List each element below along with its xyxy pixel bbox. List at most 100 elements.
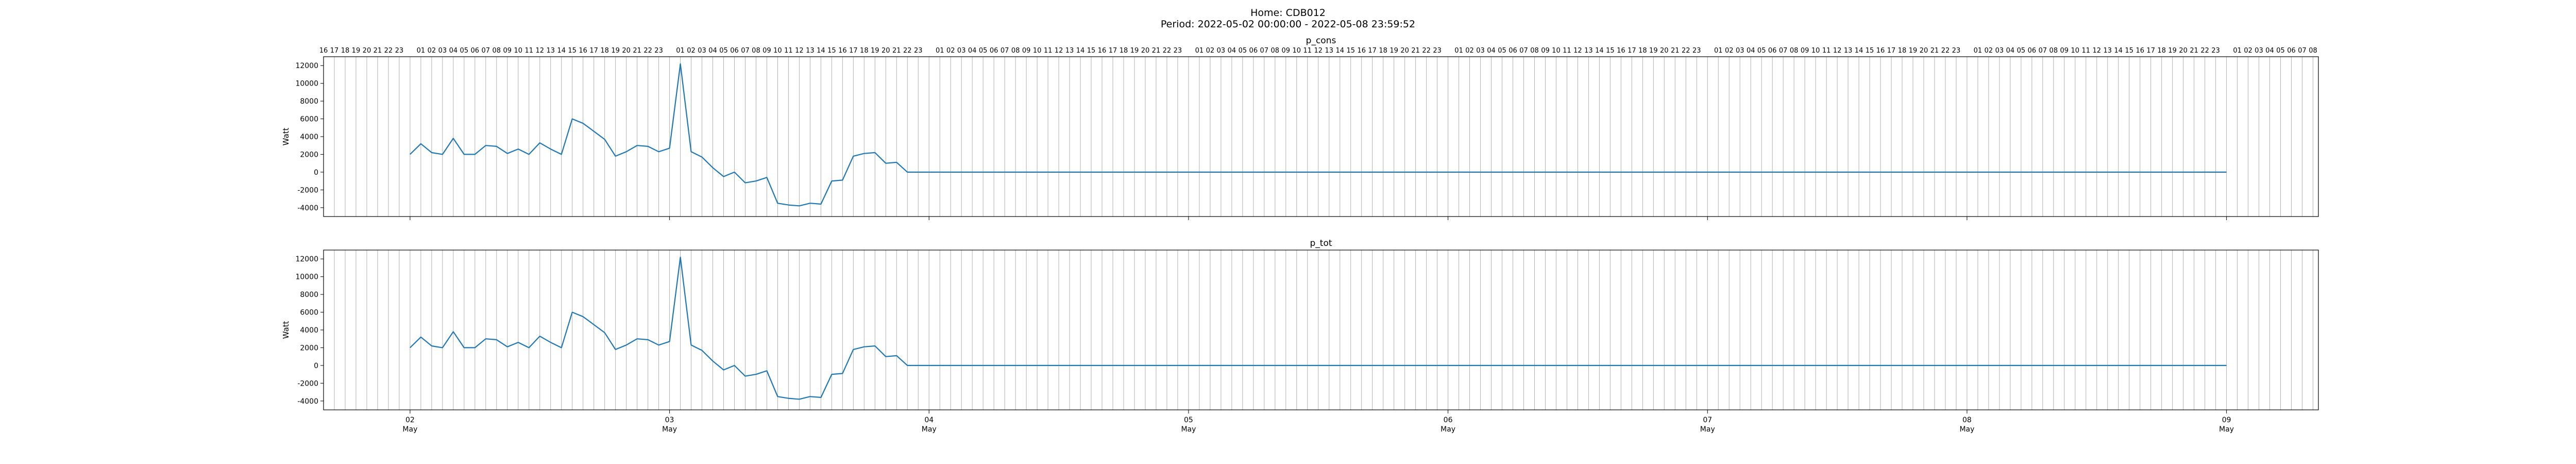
x-tick-label-day: 07 [1703, 416, 1712, 424]
hour-tick-label: 09 [2060, 47, 2069, 55]
hour-tick-label: 19 [1649, 47, 1658, 55]
hour-tick-label: 19 [352, 47, 361, 55]
hour-tick-label: 22 [643, 47, 652, 55]
axes-frame [323, 56, 2319, 217]
x-tick-label-day: 02 [405, 416, 415, 424]
hour-tick-label: 06 [1768, 47, 1777, 55]
x-tick-label-day: 04 [924, 416, 934, 424]
hour-tick-label: 05 [1757, 47, 1766, 55]
hour-tick-label: 15 [568, 47, 577, 55]
x-tick-label-month: May [662, 425, 677, 434]
hour-tick-label: 09 [762, 47, 771, 55]
hour-tick-label: 23 [654, 47, 663, 55]
hour-tick-label: 22 [384, 47, 393, 55]
x-tick-label-month: May [1440, 425, 1455, 434]
y-tick-label: 10000 [295, 273, 318, 281]
hour-tick-label: 18 [600, 47, 609, 55]
x-tick-label-day: 05 [1184, 416, 1193, 424]
x-tick-label-month: May [2219, 425, 2234, 434]
x-tick-label-month: May [922, 425, 937, 434]
hour-tick-label: 20 [882, 47, 890, 55]
hour-tick-label: 09 [1282, 47, 1291, 55]
y-tick-label: 4000 [300, 133, 318, 141]
hour-tick-label: 21 [374, 47, 382, 55]
hour-tick-label: 23 [1952, 47, 1961, 55]
hour-tick-label: 22 [1682, 47, 1690, 55]
hour-tick-label: 03 [1217, 47, 1226, 55]
hour-tick-label: 12 [795, 47, 804, 55]
hour-tick-label: 08 [1271, 47, 1280, 55]
hour-tick-label: 11 [784, 47, 793, 55]
hour-tick-label: 06 [990, 47, 998, 55]
hour-tick-label: 16 [1098, 47, 1107, 55]
hour-tick-label: 20 [2179, 47, 2188, 55]
hour-tick-label: 11 [2082, 47, 2091, 55]
hour-tick-label: 04 [1487, 47, 1496, 55]
hour-tick-label: 09 [1022, 47, 1031, 55]
x-tick-label-month: May [1700, 425, 1715, 434]
hour-tick-label: 21 [1930, 47, 1939, 55]
y-tick-label: -4000 [297, 204, 318, 212]
hour-tick-label: 20 [1141, 47, 1150, 55]
x-tick-label-month: May [402, 425, 417, 434]
y-tick-label: 6000 [300, 309, 318, 317]
hour-tick-label: 07 [741, 47, 750, 55]
hour-tick-label: 03 [1476, 47, 1485, 55]
hour-tick-label: 01 [2233, 47, 2242, 55]
hour-tick-label: 13 [1584, 47, 1593, 55]
hour-tick-label: 14 [2114, 47, 2123, 55]
y-tick-label: 2000 [300, 151, 318, 159]
hour-tick-label: 16 [319, 47, 328, 55]
hour-tick-label: 04 [968, 47, 977, 55]
y-tick-label: 2000 [300, 344, 318, 352]
hour-tick-label: 02 [1725, 47, 1734, 55]
hour-tick-label: 05 [2017, 47, 2026, 55]
hour-tick-label: 18 [1898, 47, 1907, 55]
y-tick-label: -2000 [297, 186, 318, 194]
hour-tick-label: 13 [2103, 47, 2112, 55]
hour-tick-label: 13 [806, 47, 815, 55]
hour-tick-label: 05 [1498, 47, 1506, 55]
y-tick-label: -2000 [297, 379, 318, 388]
hour-tick-label: 15 [1087, 47, 1096, 55]
hour-tick-label: 04 [1747, 47, 1755, 55]
hour-tick-label: 15 [1606, 47, 1615, 55]
hour-tick-label: 19 [1130, 47, 1139, 55]
hour-tick-label: 07 [482, 47, 490, 55]
hour-tick-label: 01 [1195, 47, 1204, 55]
hour-tick-label: 14 [557, 47, 566, 55]
hour-tick-label: 19 [1909, 47, 1918, 55]
y-tick-label: 6000 [300, 115, 318, 124]
hour-tick-label: 02 [687, 47, 696, 55]
hour-tick-label: 05 [1239, 47, 1247, 55]
hour-tick-label: 19 [611, 47, 620, 55]
x-tick-label-day: 03 [665, 416, 674, 424]
hour-tick-label: 12 [1055, 47, 1063, 55]
hour-tick-label: 05 [2276, 47, 2285, 55]
figure-title-period: Period: 2022-05-02 00:00:00 - 2022-05-08… [1160, 19, 1416, 30]
hour-tick-label: 09 [1541, 47, 1550, 55]
hour-tick-label: 14 [1335, 47, 1344, 55]
hour-tick-label: 11 [1563, 47, 1571, 55]
y-tick-label: 12000 [295, 255, 318, 263]
hour-tick-label: 07 [1519, 47, 1528, 55]
hour-tick-label: 04 [1228, 47, 1236, 55]
hour-tick-label: 03 [438, 47, 447, 55]
hour-tick-label: 13 [1065, 47, 1074, 55]
x-tick-label-day: 09 [2222, 416, 2231, 424]
y-tick-label: 4000 [300, 326, 318, 335]
hour-tick-label: 23 [1433, 47, 1442, 55]
figure-title-home: Home: CDB012 [1250, 7, 1326, 19]
hour-tick-label: 15 [827, 47, 836, 55]
hour-tick-label: 09 [503, 47, 512, 55]
hour-tick-label: 21 [633, 47, 641, 55]
hour-tick-label: 12 [1314, 47, 1323, 55]
y-tick-label: 12000 [295, 62, 318, 70]
hour-tick-label: 17 [1109, 47, 1117, 55]
x-tick-label-month: May [1181, 425, 1196, 434]
hour-tick-label: 14 [1855, 47, 1863, 55]
hour-tick-label: 06 [1249, 47, 1258, 55]
hour-tick-label: 10 [514, 47, 522, 55]
hour-tick-label: 20 [1660, 47, 1669, 55]
hour-tick-label: 17 [330, 47, 339, 55]
